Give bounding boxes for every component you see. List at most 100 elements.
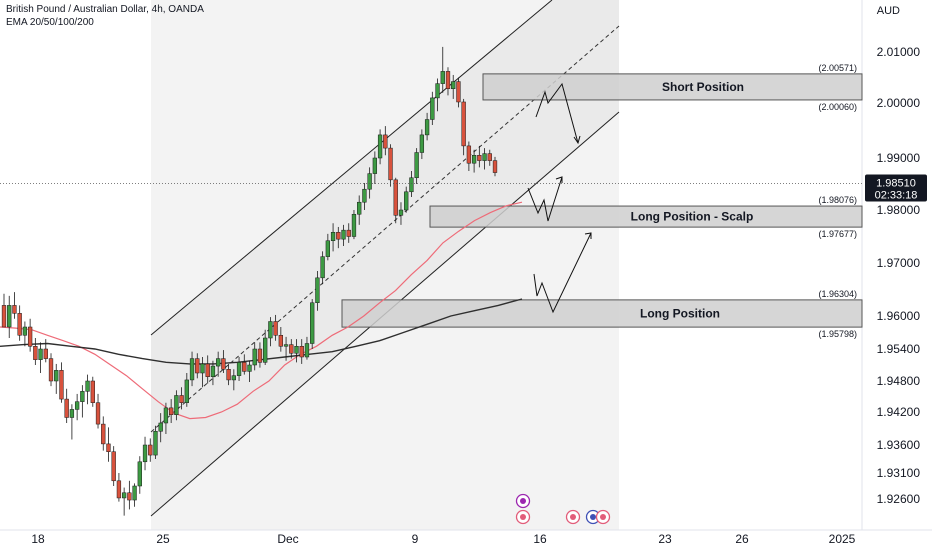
candle <box>132 483 137 507</box>
candle-body <box>440 71 445 84</box>
candle-body <box>101 423 106 445</box>
candle <box>27 318 33 352</box>
candle <box>236 357 242 381</box>
event-marker-dot <box>570 514 576 520</box>
event-marker-dot <box>590 514 596 520</box>
candle <box>17 305 22 341</box>
candle <box>278 327 283 352</box>
candle-body <box>283 344 289 347</box>
candle-body <box>17 313 22 336</box>
candle-body <box>414 152 419 179</box>
candle <box>263 329 268 365</box>
candle-body <box>424 119 430 136</box>
candle-body <box>216 358 221 367</box>
zone-top-level: (2.00571) <box>818 63 857 73</box>
candle-body <box>116 480 122 499</box>
price-tag <box>865 174 927 202</box>
candle <box>142 436 148 471</box>
candle <box>315 270 320 311</box>
candle-body <box>80 391 85 402</box>
candle <box>174 390 179 421</box>
arrowhead-scalp <box>555 176 563 183</box>
candle <box>7 295 12 338</box>
candle-body <box>33 346 38 360</box>
path-arrow-short <box>535 82 579 144</box>
candle <box>189 351 195 387</box>
time-tick-label: 23 <box>658 532 672 546</box>
candle-body <box>142 444 148 463</box>
candle-body <box>184 379 189 403</box>
candle-body <box>393 179 398 216</box>
indicator-legend[interactable]: EMA 20/50/100/200 <box>6 17 94 28</box>
candle <box>492 156 498 177</box>
candle-body <box>189 358 195 381</box>
candle <box>367 167 372 199</box>
price-tick-label: 1.94800 <box>877 374 921 388</box>
candle-body <box>158 422 163 432</box>
candle <box>477 145 482 168</box>
candle-body <box>22 326 28 336</box>
candle <box>487 149 492 166</box>
candle <box>289 339 294 359</box>
candle-body <box>310 302 315 344</box>
candle-body <box>451 81 456 89</box>
candle-body <box>257 348 263 363</box>
candle-body <box>419 134 425 153</box>
candle-body <box>456 81 461 103</box>
candle-body <box>205 363 210 377</box>
event-markers[interactable] <box>515 493 611 525</box>
candle-body <box>137 461 142 487</box>
price-axis[interactable]: 2.01000 2.00000 1.99000 1.98000 1.97000 1.960… <box>877 45 921 506</box>
candle-body <box>278 335 283 347</box>
time-tick-label: Dec <box>277 532 298 546</box>
candle-body <box>336 232 341 240</box>
ema20-line <box>0 201 523 420</box>
projection-arrows <box>527 82 592 314</box>
candle-body <box>487 153 492 161</box>
candle <box>163 402 169 434</box>
candle-body <box>315 277 320 303</box>
candle-body <box>273 321 278 336</box>
candle-body <box>289 344 294 354</box>
candle-body <box>357 201 362 215</box>
zone-label: Long Position - Scalp <box>631 210 754 224</box>
zone-box <box>429 205 863 228</box>
candle-body <box>59 370 64 400</box>
candle-body <box>367 173 372 190</box>
candle-body <box>221 358 226 370</box>
candle <box>195 353 200 379</box>
candle-body <box>263 337 268 363</box>
candle-body <box>69 409 75 418</box>
candles[interactable] <box>1 46 498 516</box>
time-tick-label: 9 <box>412 532 419 546</box>
candle <box>268 317 273 347</box>
candle-body <box>404 191 409 211</box>
channel-fill <box>151 0 619 516</box>
candle <box>440 46 445 93</box>
candle-body <box>48 358 54 382</box>
candle-body <box>95 402 101 425</box>
candle <box>90 376 95 407</box>
candle-body <box>200 363 205 374</box>
candle <box>409 171 414 197</box>
candle <box>330 223 336 252</box>
zone-bottom-level: (1.95798) <box>818 329 857 339</box>
candle <box>252 342 257 371</box>
candle-body <box>372 157 378 174</box>
candle-body <box>121 492 127 499</box>
candle <box>325 233 331 261</box>
candle <box>111 446 116 486</box>
candle-body <box>477 155 482 161</box>
candle <box>121 487 127 516</box>
candle <box>22 321 28 347</box>
candle <box>346 223 351 243</box>
candle <box>310 299 315 349</box>
price-tick-label: 1.99000 <box>877 151 921 165</box>
candle <box>221 350 226 373</box>
candle-body <box>127 492 132 501</box>
candle <box>357 195 362 225</box>
candle <box>106 427 111 462</box>
time-axis[interactable]: 18 25 Dec 9 16 23 26 2025 <box>31 532 855 546</box>
candle <box>137 456 142 494</box>
candle-body <box>195 358 200 374</box>
